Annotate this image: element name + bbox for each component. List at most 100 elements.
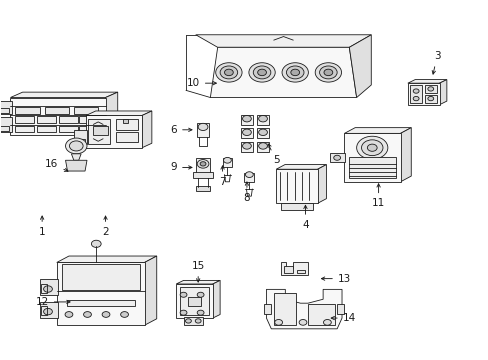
Circle shape bbox=[258, 143, 267, 149]
Polygon shape bbox=[400, 128, 410, 182]
Bar bbox=[66, 300, 135, 306]
Circle shape bbox=[198, 123, 207, 131]
Circle shape bbox=[257, 69, 266, 76]
Bar bbox=[257, 142, 268, 152]
Circle shape bbox=[197, 159, 208, 168]
Bar bbox=[283, 266, 293, 273]
Bar bbox=[183, 318, 203, 324]
Text: 1: 1 bbox=[39, 216, 45, 237]
Circle shape bbox=[65, 312, 73, 318]
Polygon shape bbox=[439, 80, 446, 105]
Polygon shape bbox=[10, 92, 118, 98]
Bar bbox=[348, 157, 395, 178]
Bar bbox=[180, 287, 208, 315]
Bar bbox=[344, 134, 400, 182]
Polygon shape bbox=[317, 165, 326, 203]
Polygon shape bbox=[407, 80, 446, 83]
Polygon shape bbox=[344, 128, 410, 134]
Circle shape bbox=[258, 129, 267, 135]
Circle shape bbox=[315, 63, 341, 82]
Bar bbox=[407, 83, 439, 105]
Bar bbox=[424, 95, 436, 103]
Circle shape bbox=[197, 310, 203, 315]
Bar bbox=[257, 115, 268, 125]
Bar bbox=[409, 85, 422, 103]
Circle shape bbox=[65, 138, 87, 154]
Bar bbox=[257, 129, 268, 138]
Circle shape bbox=[220, 66, 237, 79]
Circle shape bbox=[224, 69, 233, 76]
Bar bbox=[59, 126, 78, 132]
Polygon shape bbox=[176, 280, 220, 284]
Bar bbox=[122, 119, 128, 123]
Circle shape bbox=[258, 116, 267, 122]
Polygon shape bbox=[142, 111, 152, 148]
Circle shape bbox=[242, 143, 251, 149]
Text: 10: 10 bbox=[186, 78, 216, 88]
Circle shape bbox=[43, 309, 52, 315]
Text: 3: 3 bbox=[431, 51, 440, 74]
Polygon shape bbox=[276, 165, 326, 169]
Circle shape bbox=[366, 144, 376, 151]
Bar bbox=[74, 130, 87, 144]
Polygon shape bbox=[348, 35, 370, 98]
Bar bbox=[93, 126, 108, 135]
Circle shape bbox=[223, 157, 231, 163]
Bar bbox=[41, 284, 46, 293]
Circle shape bbox=[427, 87, 433, 91]
Circle shape bbox=[299, 319, 306, 325]
Circle shape bbox=[333, 155, 340, 160]
Circle shape bbox=[356, 136, 387, 159]
Bar bbox=[307, 303, 334, 325]
Circle shape bbox=[180, 310, 186, 315]
Bar bbox=[37, 116, 56, 123]
Circle shape bbox=[245, 172, 253, 177]
Polygon shape bbox=[210, 47, 356, 98]
Text: 8: 8 bbox=[243, 182, 250, 203]
Bar bbox=[241, 142, 252, 152]
Bar bbox=[40, 302, 58, 318]
Polygon shape bbox=[57, 256, 157, 262]
Text: 6: 6 bbox=[170, 125, 192, 135]
Bar bbox=[0, 126, 9, 131]
Text: 12: 12 bbox=[36, 297, 70, 307]
Polygon shape bbox=[266, 289, 341, 329]
Bar bbox=[10, 98, 105, 135]
Bar bbox=[176, 284, 212, 318]
Circle shape bbox=[412, 89, 418, 93]
Text: 15: 15 bbox=[191, 261, 204, 282]
Bar bbox=[37, 126, 56, 132]
Circle shape bbox=[102, 312, 110, 318]
Circle shape bbox=[180, 292, 186, 297]
Bar bbox=[75, 139, 85, 143]
Bar bbox=[195, 186, 210, 191]
Bar bbox=[79, 126, 97, 132]
Bar bbox=[61, 264, 140, 290]
Bar bbox=[74, 107, 98, 114]
Bar bbox=[197, 123, 208, 137]
Polygon shape bbox=[281, 262, 307, 275]
Polygon shape bbox=[212, 280, 220, 318]
Text: 4: 4 bbox=[302, 205, 308, 230]
Circle shape bbox=[215, 63, 242, 82]
Text: 14: 14 bbox=[330, 313, 355, 323]
Bar bbox=[0, 108, 9, 113]
Bar bbox=[15, 107, 40, 114]
Bar bbox=[0, 117, 12, 132]
Bar bbox=[273, 293, 295, 325]
Circle shape bbox=[200, 162, 205, 166]
Polygon shape bbox=[105, 92, 118, 135]
Circle shape bbox=[91, 240, 101, 247]
Bar bbox=[297, 270, 305, 273]
Bar bbox=[222, 158, 232, 167]
Bar bbox=[241, 129, 252, 138]
Bar bbox=[116, 132, 138, 142]
Bar bbox=[41, 306, 46, 315]
Circle shape bbox=[43, 286, 52, 292]
Bar bbox=[188, 297, 200, 306]
Text: 5: 5 bbox=[267, 144, 279, 165]
Circle shape bbox=[274, 319, 282, 325]
Circle shape bbox=[242, 116, 251, 122]
Circle shape bbox=[361, 140, 382, 156]
Bar bbox=[424, 85, 436, 93]
